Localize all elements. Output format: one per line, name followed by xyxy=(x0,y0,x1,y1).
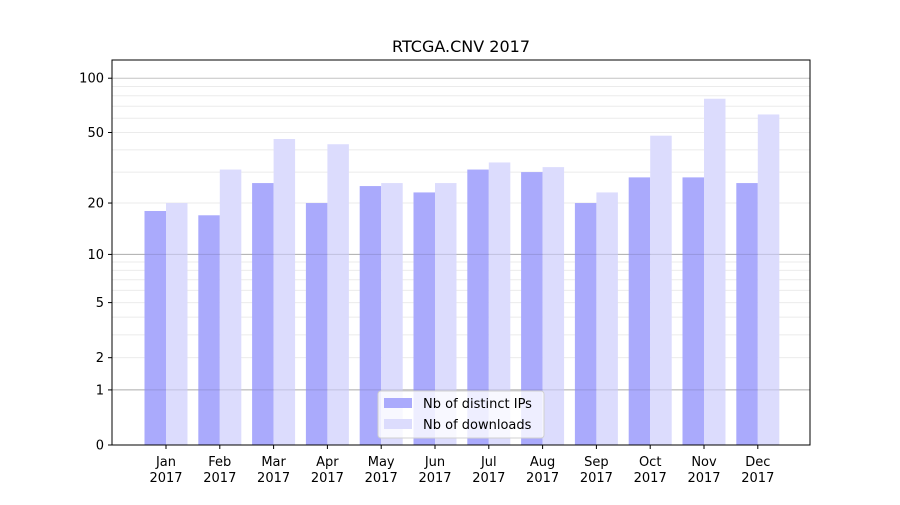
x-tick-label-line: Dec xyxy=(745,455,770,470)
x-tick-label-line: 2017 xyxy=(418,471,451,486)
bar-downloads xyxy=(488,162,511,445)
bar-distinct-ips xyxy=(628,177,651,445)
legend-label: Nb of distinct IPs xyxy=(423,397,532,412)
x-tick-label-line: 2017 xyxy=(634,471,667,486)
bar-distinct-ips xyxy=(305,203,328,445)
x-tick-label-line: 2017 xyxy=(203,471,236,486)
x-tick-label: Jan 2017 xyxy=(149,455,182,486)
x-tick-label-line: Nov xyxy=(691,455,717,470)
bar-downloads xyxy=(757,114,780,446)
bar-downloads xyxy=(650,135,672,445)
bar-downloads xyxy=(704,98,726,445)
x-tick-label-line: Mar xyxy=(261,455,286,470)
x-tick-label: Dec 2017 xyxy=(741,455,774,486)
legend: Nb of distinct IPs Nb of downloads xyxy=(377,390,545,439)
x-tick-label: Aug 2017 xyxy=(526,455,559,486)
bar-downloads xyxy=(542,167,565,446)
bar-downloads xyxy=(435,183,457,445)
x-tick-label-line: 2017 xyxy=(365,471,398,486)
bar-distinct-ips xyxy=(574,203,597,445)
x-tick-label: Oct 2017 xyxy=(634,455,667,486)
plot-frame xyxy=(111,59,811,446)
legend-swatch xyxy=(384,398,412,408)
bar-distinct-ips xyxy=(144,210,166,445)
y-tick-label: 10 xyxy=(87,248,104,263)
x-tick-label-line: Sep xyxy=(584,455,609,470)
bar-distinct-ips xyxy=(736,183,758,445)
y-tick-label: 1 xyxy=(96,383,104,398)
x-tick-label-line: May xyxy=(368,455,395,470)
x-tick-label-line: Apr xyxy=(316,455,339,470)
x-tick-label-line: 2017 xyxy=(687,471,720,486)
x-tick-label: May 2017 xyxy=(365,455,398,486)
bar-distinct-ips xyxy=(521,172,543,445)
legend-swatch xyxy=(384,419,412,429)
x-tick-label-line: Aug xyxy=(530,455,555,470)
x-tick-label: Feb 2017 xyxy=(203,455,236,486)
bar-downloads xyxy=(596,192,618,445)
x-tick-label: Apr 2017 xyxy=(311,455,344,486)
bar-distinct-ips xyxy=(252,183,274,445)
bar-distinct-ips xyxy=(413,192,435,445)
x-tick-label: Jul 2017 xyxy=(472,455,505,486)
x-tick-label: Mar 2017 xyxy=(257,455,290,486)
x-tick-label-line: 2017 xyxy=(472,471,505,486)
x-tick-label: Nov 2017 xyxy=(687,455,720,486)
x-tick-label-line: 2017 xyxy=(311,471,344,486)
x-tick-label: Sep 2017 xyxy=(580,455,613,486)
bars xyxy=(112,98,810,446)
x-tick-label-line: Jan xyxy=(155,455,176,470)
bar-downloads xyxy=(381,183,403,445)
bar-downloads xyxy=(273,139,296,445)
bar-distinct-ips xyxy=(198,215,220,445)
x-tick-label-line: Oct xyxy=(639,455,661,470)
y-tick-label: 20 xyxy=(87,197,104,212)
bar-distinct-ips xyxy=(467,169,489,445)
bar-downloads xyxy=(166,203,188,445)
y-tick-label: 0 xyxy=(96,439,104,454)
x-tick-label-line: 2017 xyxy=(149,471,182,486)
x-tick-label-line: 2017 xyxy=(741,471,774,486)
y-axis: 0 1 2 5 10 20 50 100 xyxy=(79,72,112,454)
bar-downloads xyxy=(327,144,349,445)
x-tick-label-line: Jun xyxy=(424,455,445,470)
x-tick-label: Jun 2017 xyxy=(418,455,451,486)
y-tick-label: 100 xyxy=(79,72,104,87)
y-tick-label: 5 xyxy=(96,296,104,311)
y-tick-label: 2 xyxy=(96,351,104,366)
x-tick-label-line: 2017 xyxy=(580,471,613,486)
x-tick-label-line: Feb xyxy=(208,455,231,470)
y-tick-label: 50 xyxy=(87,126,104,141)
x-tick-label-line: 2017 xyxy=(526,471,559,486)
bar-downloads xyxy=(219,169,242,445)
legend-label: Nb of downloads xyxy=(423,418,532,433)
x-tick-label-line: 2017 xyxy=(257,471,290,486)
bar-distinct-ips xyxy=(682,177,704,445)
bar-distinct-ips xyxy=(359,186,382,445)
legend-box xyxy=(377,390,545,439)
x-tick-label-line: Jul xyxy=(480,455,497,470)
chart-title: RTCGA.CNV 2017 xyxy=(392,37,530,56)
